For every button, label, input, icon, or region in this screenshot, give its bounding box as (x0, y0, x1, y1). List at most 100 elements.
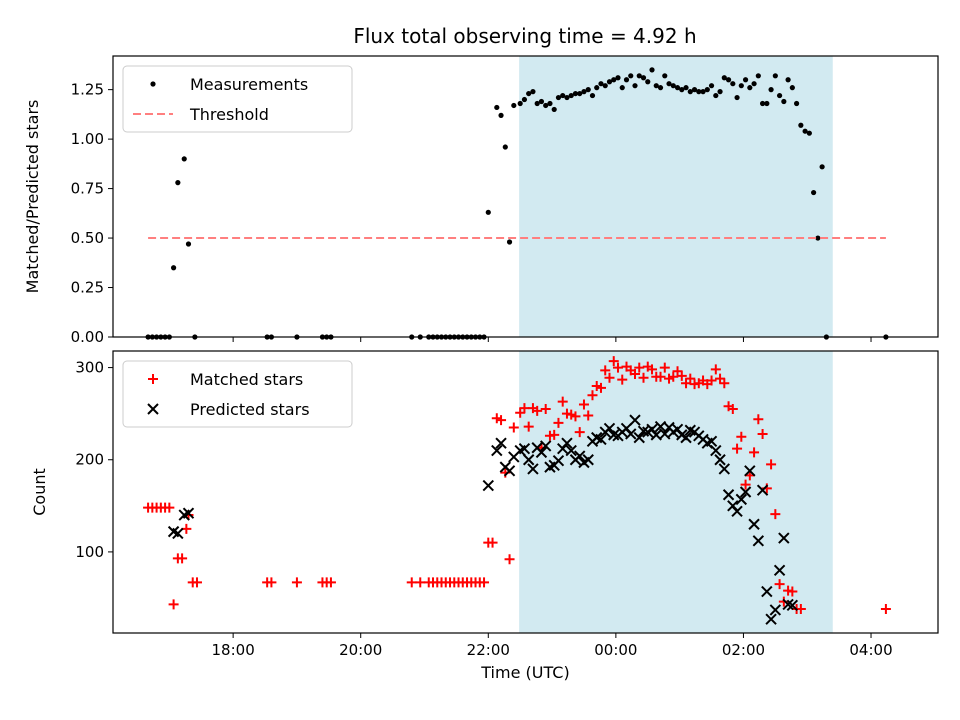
measurement-point (713, 92, 719, 99)
measurement-point (815, 235, 821, 241)
measurement-point (657, 85, 664, 91)
legend-measurement-swatch (150, 81, 156, 87)
matched-point (732, 443, 743, 454)
y-tick-label: 0.25 (71, 279, 104, 297)
predicted-point (608, 429, 620, 441)
predicted-point (756, 484, 769, 496)
matched-point (647, 364, 658, 375)
y-tick-label: 0.00 (71, 328, 104, 346)
measurement-point (730, 81, 736, 87)
predicted-point (522, 454, 535, 466)
legend: Matched stars Predicted stars (122, 360, 353, 428)
ratio-panel: 0.00 0.25 0.50 0.75 1.00 1.25 Matched/Predicte… (23, 55, 939, 346)
matched-point (587, 390, 598, 401)
measurement-point (755, 73, 761, 79)
measurement-point (798, 122, 804, 128)
predicted-point (574, 450, 586, 462)
measurement-point (781, 98, 787, 105)
matched-point (608, 356, 619, 367)
matched-point (574, 427, 585, 438)
matched-point (736, 431, 747, 442)
matched-point (766, 459, 777, 470)
y-tick-label: 100 (75, 543, 104, 561)
matched-point (191, 577, 202, 588)
measurement-point (534, 100, 540, 107)
predicted-point (680, 431, 692, 444)
plot-frame (112, 55, 939, 338)
legend-matched-swatch (148, 374, 158, 384)
measurement-point (560, 92, 566, 99)
measurement-point (619, 85, 625, 91)
measurement-point (581, 89, 587, 95)
predicted-point (765, 613, 777, 625)
y-tick-label: 200 (75, 451, 104, 469)
matched-point (710, 364, 721, 375)
matched-point (266, 577, 277, 588)
predicted-point (705, 435, 718, 448)
matched-point (557, 396, 568, 407)
measurement-point (175, 180, 181, 186)
predicted-point (539, 440, 552, 452)
measurement-point (498, 112, 504, 118)
measurement-point (538, 98, 545, 105)
matched-point (749, 447, 760, 458)
predicted-point (172, 527, 184, 540)
predicted-point (182, 507, 195, 519)
measurement-point (666, 81, 672, 87)
matched-point (523, 421, 534, 432)
predicted-point (518, 442, 531, 455)
predicted-point (748, 518, 760, 530)
x-tick-label: 20:00 (339, 641, 382, 659)
measurement-point (547, 100, 553, 107)
measurement-point (721, 75, 727, 81)
x-tick-label: 18:00 (212, 641, 255, 659)
measurement-point (811, 189, 817, 196)
measurement-point (555, 94, 562, 101)
measurement-point (785, 77, 791, 83)
predicted-point (659, 428, 671, 440)
measurement-point (806, 130, 812, 136)
measurement-point (734, 94, 740, 101)
matched-point (787, 586, 798, 597)
y-tick-label: 0.75 (71, 180, 104, 198)
measurement-point (623, 77, 630, 83)
predicted-point (625, 428, 637, 440)
matched-point (595, 382, 606, 393)
measurement-point (645, 79, 651, 85)
measurement-point (674, 85, 681, 91)
matched-point (164, 502, 175, 513)
measurement-point (759, 100, 766, 107)
measurement-point (506, 239, 513, 245)
predicted-point (561, 437, 573, 449)
measurement-point (185, 241, 192, 247)
measurement-point (181, 156, 187, 162)
predicted-point (565, 444, 577, 457)
chart-title: Flux total observing time = 4.92 h (353, 24, 696, 48)
predicted-point (731, 505, 743, 518)
matched-point (655, 371, 666, 382)
predicted-point (535, 446, 548, 459)
measurement-point (704, 87, 710, 93)
predicted-point (778, 532, 790, 544)
measurement-point (606, 79, 613, 85)
matched-point (168, 599, 179, 610)
predicted-point (761, 585, 773, 598)
matched-point (638, 372, 649, 383)
measurement-point (751, 81, 757, 87)
matched-point (291, 577, 302, 588)
predicted-point (735, 493, 748, 506)
predicted-point (495, 437, 507, 449)
observing-window-band (519, 56, 833, 337)
measurement-point (517, 100, 523, 107)
legend-label: Measurements (190, 75, 308, 94)
measurement-point (585, 87, 591, 93)
measurement-point (494, 104, 500, 111)
measurement-point (502, 144, 508, 150)
legend-label: Matched stars (190, 370, 303, 389)
predicted-point (527, 463, 539, 475)
measurement-point (589, 92, 596, 99)
measurement-point (768, 87, 774, 93)
x-tick-label: 22:00 (467, 641, 510, 659)
y-tick-label: 1.00 (71, 130, 104, 148)
